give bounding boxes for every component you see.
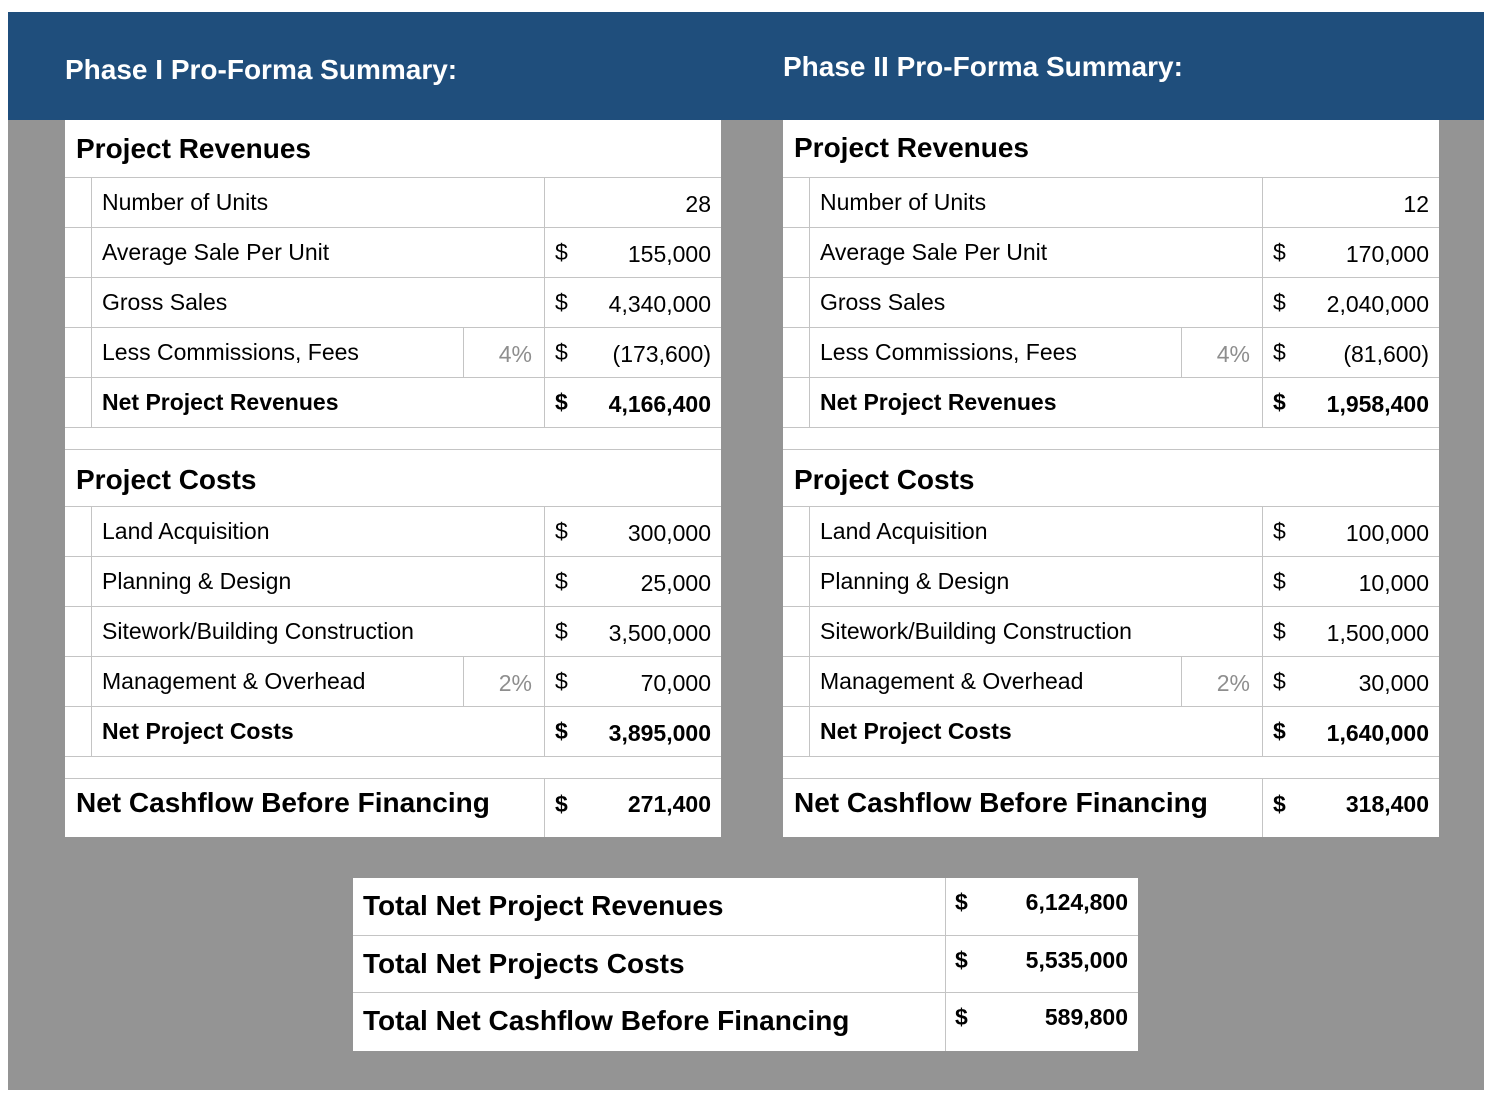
costs-heading: Project Costs xyxy=(783,449,1439,506)
table-row: Less Commissions, Fees 4% $ (173,600) xyxy=(65,327,721,377)
table-row: Sitework/Building Construction $3,500,00… xyxy=(65,606,721,656)
table-row: Less Commissions, Fees 4% $ (81,600) xyxy=(783,327,1439,377)
net-cashflow-row: Net Cashflow Before Financing $271,400 xyxy=(65,778,721,837)
revenues-heading: Project Revenues xyxy=(65,120,721,177)
total-cashflow-row: Total Net Cashflow Before Financing $589… xyxy=(353,992,1138,1051)
table-row: Planning & Design $10,000 xyxy=(783,556,1439,606)
total-costs-row: Total Net Projects Costs $5,535,000 xyxy=(353,935,1138,992)
net-cashflow-row: Net Cashflow Before Financing $318,400 xyxy=(783,778,1439,837)
phase-1-table: Project Revenues Number of Units 28 Aver… xyxy=(65,120,721,837)
table-row: Management & Overhead 2% $30,000 xyxy=(783,656,1439,706)
phase-1-title: Phase I Pro-Forma Summary: xyxy=(65,54,458,85)
table-row: Land Acquisition $300,000 xyxy=(65,506,721,556)
costs-heading: Project Costs xyxy=(65,449,721,506)
spacer-row xyxy=(65,756,721,778)
net-revenues-row: Net Project Revenues $4,166,400 xyxy=(65,377,721,427)
spacer-row xyxy=(783,427,1439,449)
totals-table: Total Net Project Revenues $6,124,800 To… xyxy=(353,878,1138,1051)
table-row: Average Sale Per Unit $155,000 xyxy=(65,227,721,277)
spacer-row xyxy=(783,756,1439,778)
revenues-heading: Project Revenues xyxy=(783,120,1439,177)
spacer-row xyxy=(65,427,721,449)
summary-frame: Phase I Pro-Forma Summary: Phase II Pro-… xyxy=(8,12,1484,1090)
total-revenues-row: Total Net Project Revenues $6,124,800 xyxy=(353,878,1138,935)
table-row: Planning & Design $25,000 xyxy=(65,556,721,606)
table-row: Sitework/Building Construction $1,500,00… xyxy=(783,606,1439,656)
title-banner: Phase I Pro-Forma Summary: Phase II Pro-… xyxy=(8,12,1484,120)
table-row: Gross Sales $4,340,000 xyxy=(65,277,721,327)
net-costs-row: Net Project Costs $1,640,000 xyxy=(783,706,1439,756)
table-row: Land Acquisition $100,000 xyxy=(783,506,1439,556)
commission-rate: 4% xyxy=(463,328,544,377)
table-row: Gross Sales $2,040,000 xyxy=(783,277,1439,327)
phase-2-table: Project Revenues Number of Units 12 Aver… xyxy=(783,120,1439,837)
table-row: Number of Units 12 xyxy=(783,177,1439,227)
net-revenues-row: Net Project Revenues $1,958,400 xyxy=(783,377,1439,427)
overhead-rate: 2% xyxy=(463,657,544,706)
commission-rate: 4% xyxy=(1181,328,1262,377)
table-row: Average Sale Per Unit $170,000 xyxy=(783,227,1439,277)
phase-2-title: Phase II Pro-Forma Summary: xyxy=(783,51,1183,82)
table-row: Management & Overhead 2% $70,000 xyxy=(65,656,721,706)
table-row: Number of Units 28 xyxy=(65,177,721,227)
overhead-rate: 2% xyxy=(1181,657,1262,706)
net-costs-row: Net Project Costs $3,895,000 xyxy=(65,706,721,756)
